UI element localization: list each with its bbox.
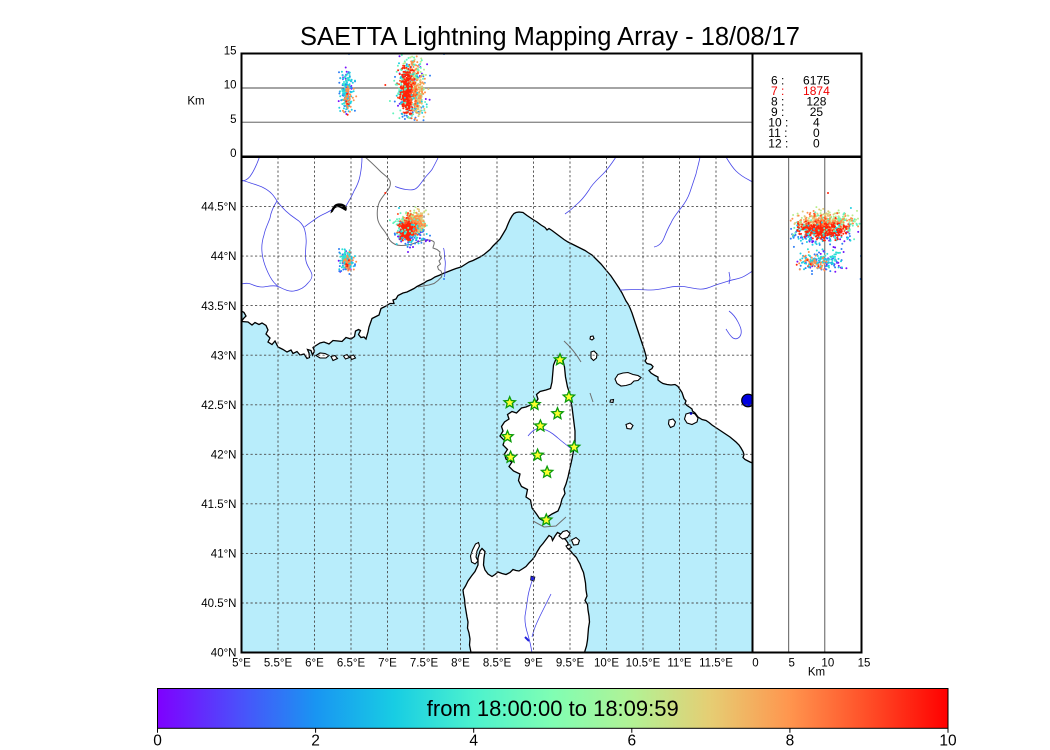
svg-text:10.5°E: 10.5°E [626, 658, 661, 670]
svg-text:9 :: 9 : [771, 105, 784, 119]
svg-text:6.5°E: 6.5°E [337, 658, 366, 670]
svg-text:41.5°N: 41.5°N [201, 499, 236, 511]
svg-text:5: 5 [788, 658, 794, 670]
svg-text:SAETTA Lightning Mapping Array: SAETTA Lightning Mapping Array - 18/08/1… [300, 23, 800, 51]
svg-text:6175: 6175 [803, 74, 830, 88]
svg-text:5°E: 5°E [232, 658, 251, 670]
svg-text:42°N: 42°N [211, 449, 237, 461]
svg-text:40°N: 40°N [211, 648, 237, 660]
svg-text:5.5°E: 5.5°E [264, 658, 293, 670]
svg-text:43.5°N: 43.5°N [201, 301, 236, 313]
svg-text:0: 0 [813, 126, 820, 140]
svg-text:44°N: 44°N [211, 251, 237, 263]
svg-text:44.5°N: 44.5°N [201, 202, 236, 214]
svg-text:8.5°E: 8.5°E [483, 658, 512, 670]
svg-text:0: 0 [153, 732, 162, 749]
svg-text:6°E: 6°E [305, 658, 324, 670]
svg-text:12 :: 12 : [768, 137, 788, 151]
svg-text:1874: 1874 [803, 84, 830, 98]
svg-text:11°E: 11°E [667, 658, 692, 670]
svg-text:7.5°E: 7.5°E [410, 658, 439, 670]
svg-text:6 :: 6 : [771, 74, 784, 88]
svg-text:2: 2 [311, 732, 320, 749]
svg-text:10: 10 [224, 80, 237, 92]
svg-text:25: 25 [810, 105, 824, 119]
svg-text:11 :: 11 : [768, 126, 787, 140]
svg-text:10 :: 10 : [768, 116, 788, 130]
svg-text:41°N: 41°N [211, 549, 237, 561]
svg-text:15: 15 [224, 45, 237, 57]
svg-text:42.5°N: 42.5°N [201, 400, 236, 412]
svg-text:7 :: 7 : [771, 84, 784, 98]
svg-text:8: 8 [786, 732, 795, 749]
svg-text:0: 0 [230, 148, 236, 160]
svg-text:Km: Km [808, 667, 825, 679]
svg-text:0: 0 [813, 137, 820, 151]
svg-text:Km: Km [187, 96, 204, 108]
svg-text:0: 0 [752, 658, 758, 670]
svg-text:5: 5 [230, 114, 236, 126]
svg-text:43°N: 43°N [211, 350, 237, 362]
svg-text:10: 10 [939, 732, 957, 749]
svg-text:8°E: 8°E [451, 658, 470, 670]
svg-text:9.5°E: 9.5°E [556, 658, 585, 670]
svg-text:7°E: 7°E [378, 658, 397, 670]
svg-text:40.5°N: 40.5°N [201, 598, 236, 610]
svg-text:9°E: 9°E [524, 658, 543, 670]
svg-text:10°E: 10°E [594, 658, 619, 670]
svg-text:from 18:00:00 to 18:09:59: from 18:00:00 to 18:09:59 [427, 696, 679, 721]
svg-text:4: 4 [813, 116, 820, 130]
svg-text:4: 4 [469, 732, 478, 749]
svg-text:128: 128 [806, 95, 826, 109]
svg-text:10: 10 [821, 658, 834, 670]
svg-text:15: 15 [858, 658, 871, 670]
svg-text:11.5°E: 11.5°E [699, 658, 733, 670]
svg-text:8 :: 8 : [771, 95, 784, 109]
svg-text:6: 6 [627, 732, 636, 749]
